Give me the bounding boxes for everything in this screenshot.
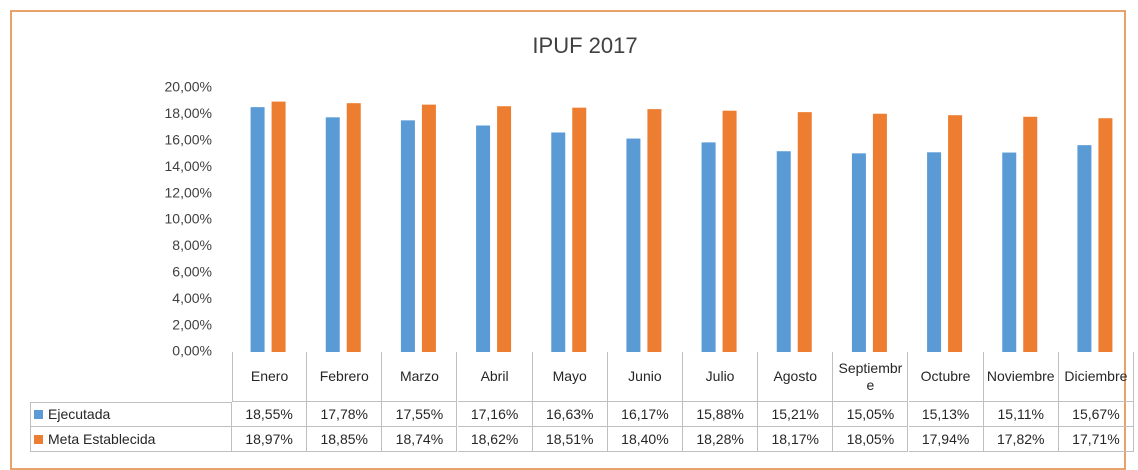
bar [421,104,436,352]
data-label: 17,82% [983,427,1059,452]
bar [551,132,566,352]
data-label: 17,55% [382,402,458,427]
category-label: Mayo [532,352,608,402]
bar [948,115,963,352]
bar [927,152,942,352]
legend-swatch [34,410,43,419]
category-label: Julio [683,352,759,402]
bar [722,110,737,352]
category-label: Septiembre [833,352,909,402]
data-label: 16,17% [607,402,683,427]
bar [797,112,812,352]
category-label: Diciembre [1058,352,1134,402]
bar [476,125,491,352]
category-label: Junio [607,352,683,402]
category-label: Octubre [908,352,984,402]
data-label: 18,74% [382,427,458,452]
legend-entry: Meta Establecida [30,427,232,452]
bar [572,107,587,352]
legend-label: Meta Establecida [48,430,156,447]
bar [1002,152,1017,352]
data-label: 15,21% [758,402,834,427]
data-label: 18,05% [833,427,909,452]
data-label: 18,51% [532,427,608,452]
y-tick-label: 6,00% [172,264,212,280]
data-label: 17,16% [457,402,533,427]
bar [872,113,887,353]
data-label: 15,05% [833,402,909,427]
y-tick-label: 20,00% [165,79,212,95]
y-tick-label: 14,00% [165,158,212,174]
y-tick-label: 10,00% [165,211,212,227]
data-label: 15,11% [983,402,1059,427]
data-label: 15,67% [1058,402,1134,427]
data-label: 15,13% [908,402,984,427]
bar [346,103,361,353]
data-label: 18,55% [232,402,308,427]
bar [776,151,791,352]
legend-label: Ejecutada [48,406,111,422]
bar [1098,118,1113,352]
bar [647,109,662,353]
data-label: 17,71% [1058,427,1134,452]
category-label: Enero [232,352,308,402]
y-tick-label: 0,00% [172,343,212,359]
bar [250,107,265,352]
data-label: 17,78% [307,402,383,427]
bar [271,101,286,352]
y-tick-label: 8,00% [172,237,212,253]
chart-title: IPUF 2017 [532,33,637,58]
y-tick-label: 12,00% [165,184,212,200]
category-label: Marzo [382,352,458,402]
category-label: Noviembre [983,352,1059,402]
bar [626,138,641,352]
y-tick-label: 4,00% [172,290,212,306]
bar [325,117,340,352]
bar [400,120,415,352]
bar [851,153,866,352]
legend-swatch [34,434,43,444]
data-label: 16,63% [532,402,608,427]
y-tick-label: 18,00% [165,105,212,121]
data-label: 15,88% [683,402,759,427]
category-label: Agosto [758,352,834,402]
legend-entry: Ejecutada [30,402,232,427]
bar [497,106,512,352]
data-label: 18,40% [607,427,683,452]
data-label: 18,17% [758,427,834,452]
bar [1077,145,1092,352]
data-label: 18,28% [683,427,759,452]
category-label: Abril [457,352,533,402]
data-label: 17,94% [908,427,984,452]
data-label: 18,97% [232,427,308,452]
y-tick-label: 2,00% [172,316,212,332]
bar [701,142,716,352]
data-label: 18,62% [457,427,533,452]
data-label: 18,85% [307,427,383,452]
category-label: Febrero [307,352,383,402]
bar [1023,116,1038,352]
y-tick-label: 16,00% [165,132,212,148]
